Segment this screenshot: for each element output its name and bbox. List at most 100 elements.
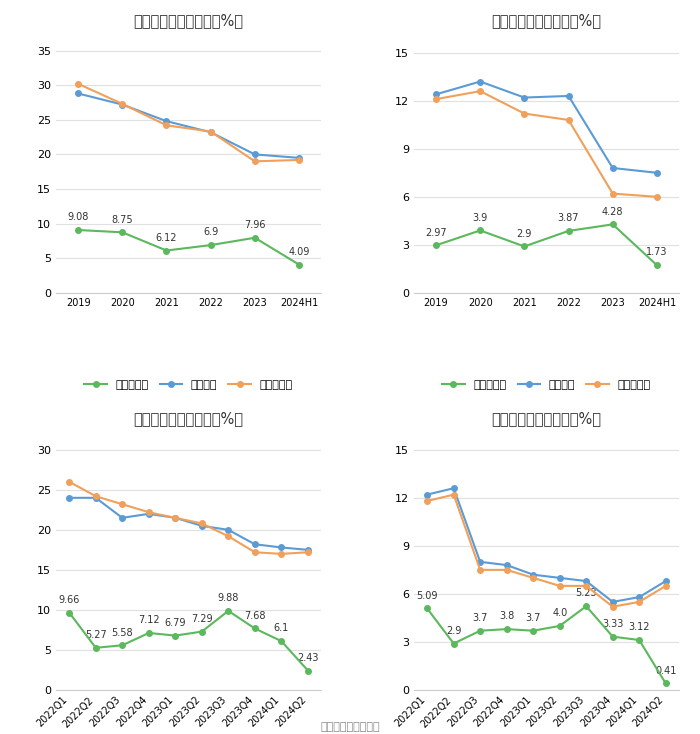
行业均值 bbox=[92, 493, 100, 502]
行业中位数 bbox=[476, 87, 484, 95]
行业中位数 bbox=[251, 157, 259, 166]
Line: 公司毛利率: 公司毛利率 bbox=[76, 228, 302, 267]
Text: 7.96: 7.96 bbox=[244, 220, 265, 230]
Text: 3.33: 3.33 bbox=[602, 619, 624, 629]
行业中位数 bbox=[503, 565, 511, 574]
Text: 4.28: 4.28 bbox=[602, 207, 624, 217]
公司净利率 bbox=[635, 636, 643, 644]
行业中位数 bbox=[556, 581, 564, 590]
Line: 行业中位数: 行业中位数 bbox=[424, 492, 668, 609]
行业均值 bbox=[197, 521, 206, 530]
Text: 6.79: 6.79 bbox=[164, 618, 186, 628]
行业均值 bbox=[224, 526, 232, 534]
行业均值 bbox=[145, 509, 153, 518]
Text: 5.58: 5.58 bbox=[111, 628, 133, 638]
行业均值 bbox=[564, 92, 573, 101]
行业均值 bbox=[449, 484, 458, 493]
公司净利率 bbox=[608, 220, 617, 229]
行业均值 bbox=[74, 89, 83, 98]
Text: 2.43: 2.43 bbox=[297, 653, 319, 663]
行业中位数 bbox=[432, 95, 440, 103]
行业中位数 bbox=[476, 565, 484, 574]
Text: 5.09: 5.09 bbox=[416, 591, 438, 600]
行业均值 bbox=[520, 93, 528, 102]
行业中位数 bbox=[582, 581, 590, 590]
行业均值 bbox=[662, 577, 670, 586]
行业中位数 bbox=[529, 573, 538, 582]
Legend: 公司毛利率, 行业均值, 行业中位数: 公司毛利率, 行业均值, 行业中位数 bbox=[80, 375, 298, 394]
公司毛利率 bbox=[118, 641, 127, 650]
公司净利率 bbox=[529, 626, 538, 635]
Line: 公司毛利率: 公司毛利率 bbox=[66, 608, 311, 673]
行业均值 bbox=[171, 514, 179, 523]
行业中位数 bbox=[224, 532, 232, 541]
公司毛利率 bbox=[92, 644, 100, 653]
行业均值 bbox=[582, 577, 590, 586]
行业均值 bbox=[295, 153, 303, 162]
行业中位数 bbox=[295, 156, 303, 164]
Text: 6.1: 6.1 bbox=[274, 623, 289, 633]
Line: 行业均值: 行业均值 bbox=[433, 79, 659, 175]
Line: 公司净利率: 公司净利率 bbox=[433, 222, 659, 268]
行业均值 bbox=[608, 164, 617, 172]
Title: 季度毛利率变化情况（%）: 季度毛利率变化情况（%） bbox=[134, 410, 244, 426]
公司净利率 bbox=[608, 632, 617, 641]
Text: 2.9: 2.9 bbox=[446, 626, 461, 636]
Line: 行业中位数: 行业中位数 bbox=[433, 88, 659, 200]
公司毛利率 bbox=[224, 606, 232, 615]
行业中位数 bbox=[652, 192, 661, 201]
行业中位数 bbox=[171, 514, 179, 523]
行业均值 bbox=[432, 90, 440, 99]
公司净利率 bbox=[662, 679, 670, 688]
公司毛利率 bbox=[74, 225, 83, 234]
Line: 行业均值: 行业均值 bbox=[76, 91, 302, 161]
公司毛利率 bbox=[304, 666, 312, 675]
行业均值 bbox=[476, 77, 484, 86]
行业中位数 bbox=[608, 603, 617, 611]
行业均值 bbox=[652, 168, 661, 177]
Text: 3.12: 3.12 bbox=[629, 622, 650, 632]
行业均值 bbox=[206, 128, 215, 137]
行业中位数 bbox=[145, 508, 153, 517]
Text: 9.66: 9.66 bbox=[59, 595, 80, 605]
行业均值 bbox=[608, 597, 617, 606]
行业中位数 bbox=[197, 519, 206, 528]
Text: 3.7: 3.7 bbox=[526, 613, 541, 623]
Text: 3.9: 3.9 bbox=[473, 213, 488, 222]
Text: 4.09: 4.09 bbox=[288, 247, 309, 257]
行业中位数 bbox=[118, 500, 127, 509]
公司净利率 bbox=[449, 639, 458, 648]
公司毛利率 bbox=[145, 628, 153, 637]
行业均值 bbox=[118, 514, 127, 523]
Title: 历年毛利率变化情况（%）: 历年毛利率变化情况（%） bbox=[134, 14, 244, 29]
Text: 6.9: 6.9 bbox=[203, 228, 218, 237]
Text: 3.87: 3.87 bbox=[558, 213, 580, 223]
公司毛利率 bbox=[251, 233, 259, 242]
公司毛利率 bbox=[197, 627, 206, 636]
公司毛利率 bbox=[118, 228, 127, 236]
行业中位数 bbox=[74, 79, 83, 88]
公司净利率 bbox=[520, 242, 528, 251]
Text: 6.12: 6.12 bbox=[155, 233, 177, 243]
Text: 5.27: 5.27 bbox=[85, 630, 106, 640]
行业中位数 bbox=[65, 477, 74, 486]
Text: 7.12: 7.12 bbox=[138, 615, 160, 625]
行业中位数 bbox=[520, 109, 528, 118]
行业均值 bbox=[277, 543, 286, 552]
行业中位数 bbox=[251, 548, 259, 556]
行业均值 bbox=[65, 493, 74, 502]
行业均值 bbox=[556, 573, 564, 582]
公司净利率 bbox=[564, 227, 573, 236]
行业均值 bbox=[503, 561, 511, 570]
行业均值 bbox=[529, 570, 538, 579]
行业中位数 bbox=[564, 115, 573, 124]
Line: 行业均值: 行业均值 bbox=[66, 495, 311, 553]
行业中位数 bbox=[662, 581, 670, 590]
行业中位数 bbox=[608, 189, 617, 198]
Text: 8.75: 8.75 bbox=[111, 214, 133, 225]
Text: 7.68: 7.68 bbox=[244, 611, 265, 621]
行业中位数 bbox=[118, 99, 127, 108]
行业中位数 bbox=[92, 492, 100, 501]
行业中位数 bbox=[449, 490, 458, 499]
行业均值 bbox=[304, 545, 312, 554]
